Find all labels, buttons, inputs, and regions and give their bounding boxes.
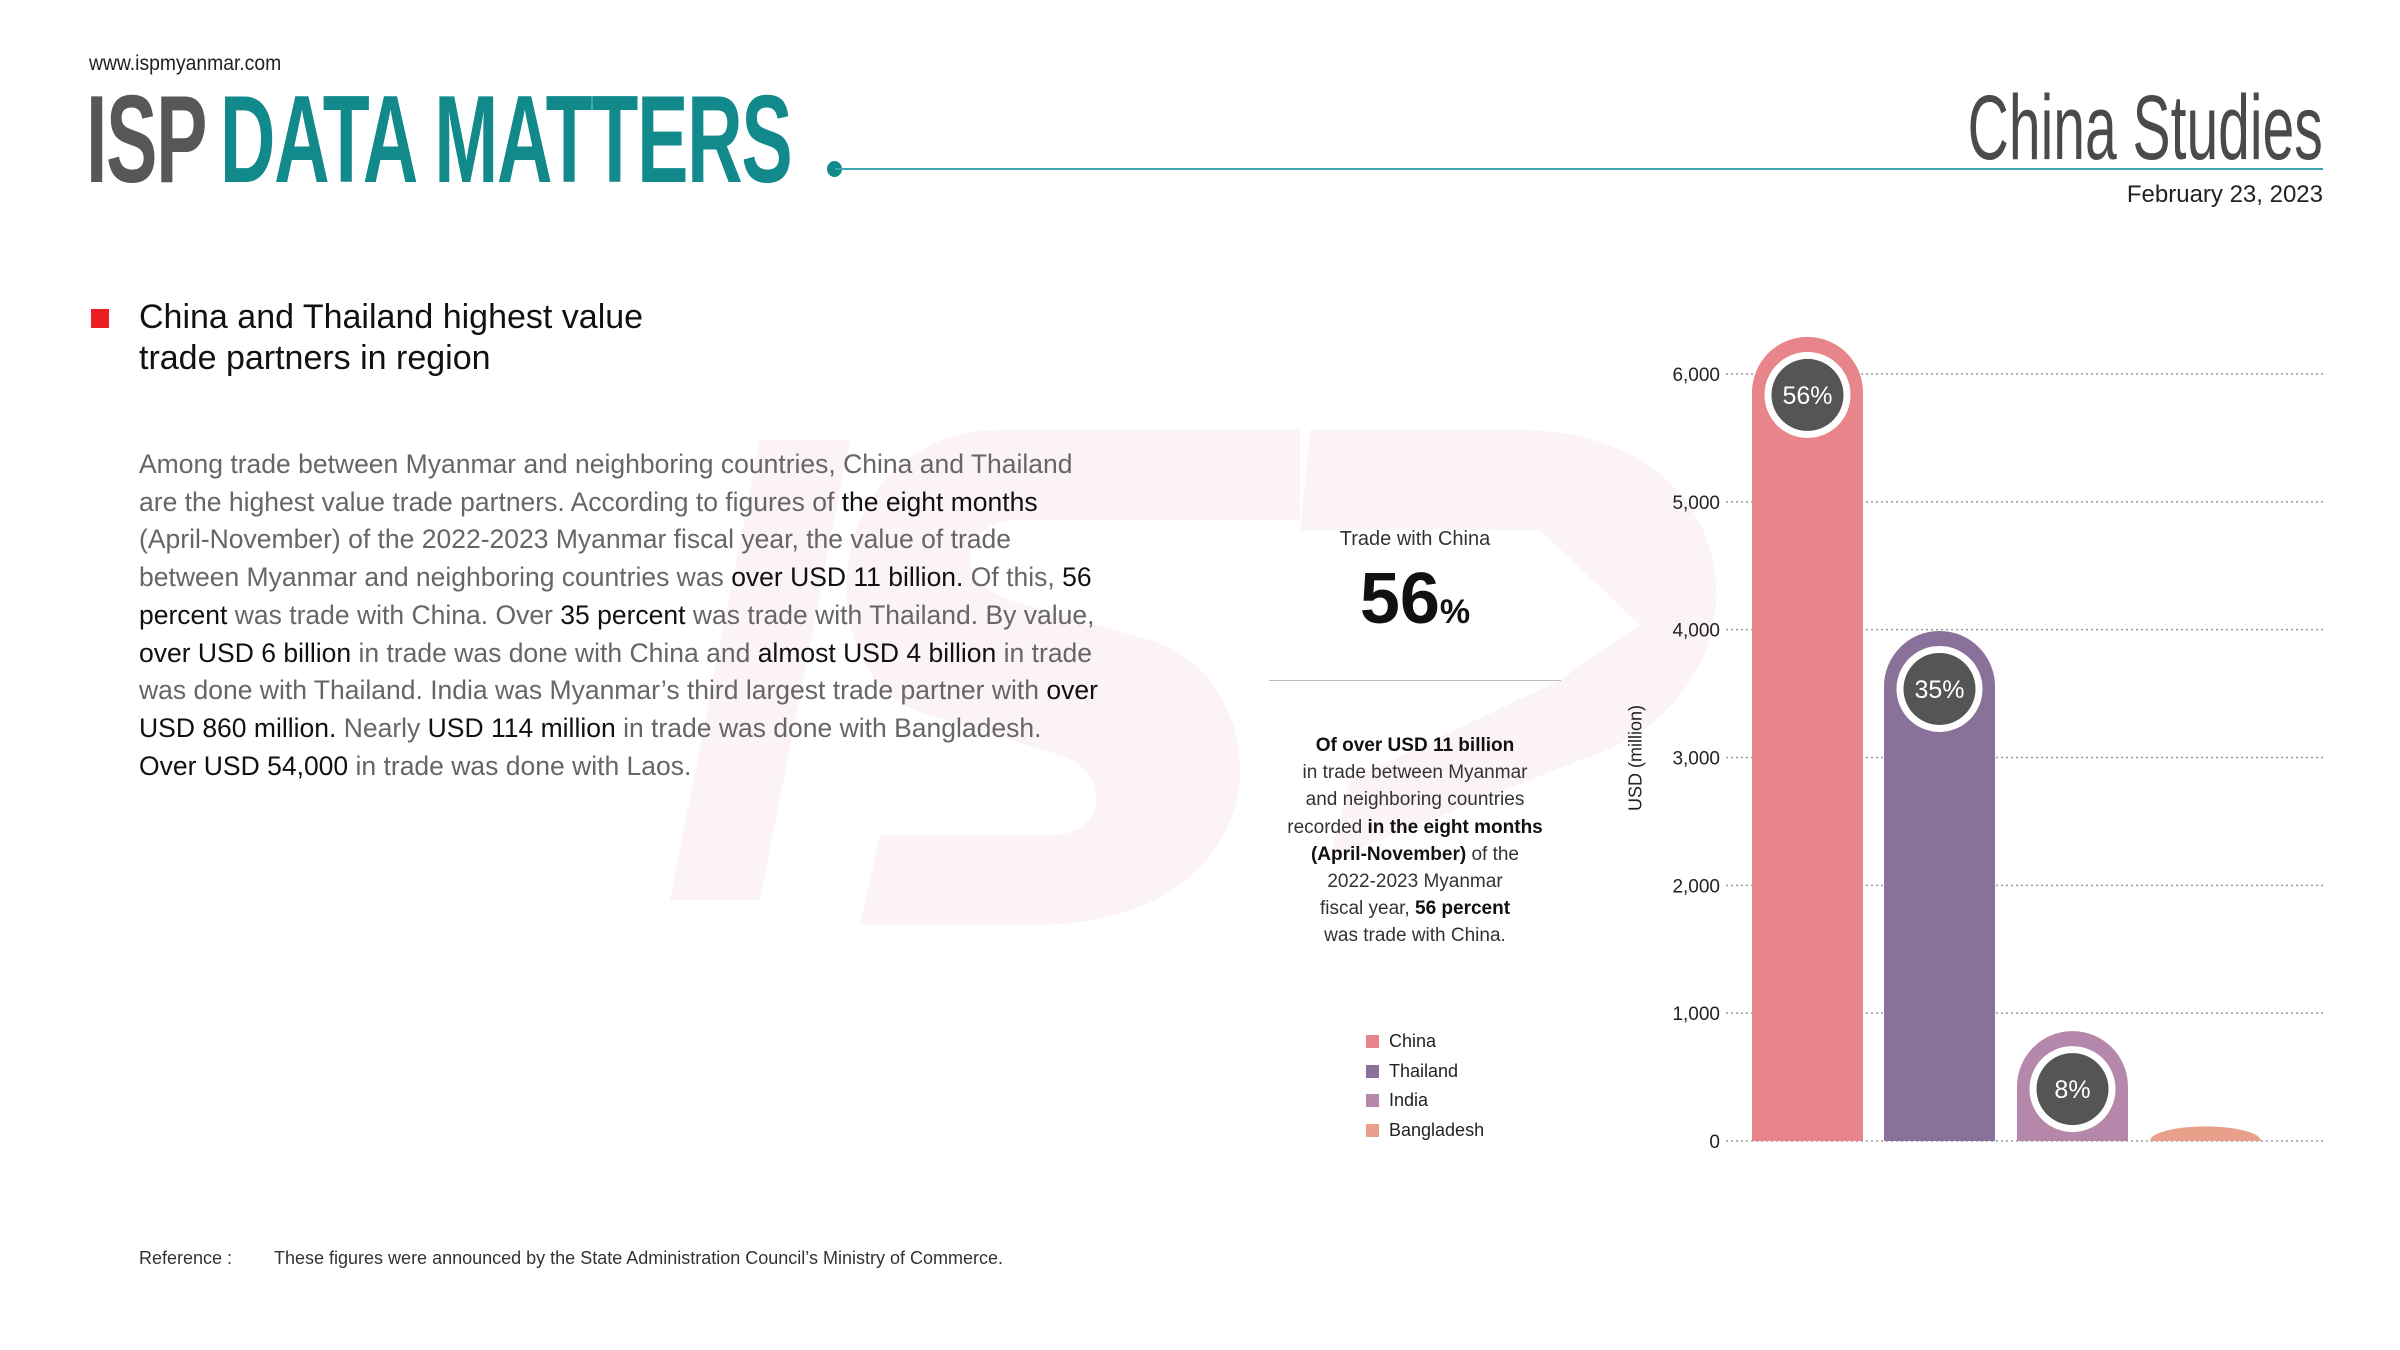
emphasis-text: over USD 860 million. [139, 675, 1098, 743]
share-badge [1903, 652, 1976, 725]
body-text: of the [1466, 843, 1519, 865]
share-label: 35% [1914, 676, 1964, 704]
body-text: in trade was done with Thailand. India w… [139, 637, 1093, 706]
body-text: was trade with China. Over [227, 599, 561, 630]
body-text: Nearly [336, 712, 428, 743]
legend-item: Bangladesh [1366, 1120, 1484, 1141]
legend-swatch [1366, 1094, 1379, 1107]
body-text: recorded [1287, 816, 1368, 838]
emphasis-text: USD 114 million [427, 712, 616, 743]
legend-swatch [1366, 1035, 1379, 1048]
legend-label: China [1389, 1031, 1437, 1051]
emphasis-text: over USD 11 billion. [731, 562, 964, 593]
bar-thailand [1884, 630, 1995, 1141]
legend-item: Thailand [1366, 1061, 1458, 1082]
emphasis-text: almost USD 4 billion [757, 637, 997, 668]
logo-isp: ISP [86, 71, 207, 209]
share-label: 56% [1782, 382, 1832, 410]
body-text: in trade was done with Bangladesh. [615, 712, 1042, 743]
legend-label: India [1389, 1090, 1429, 1110]
emphasis-text: (April-November) [1310, 843, 1467, 865]
body-text: Of this, [963, 562, 1063, 593]
legend-item: India [1366, 1090, 1428, 1111]
body-text: in trade was done with China and [351, 637, 758, 668]
y-tick-label: 0 [1709, 1132, 1720, 1153]
body-text: 2022-2023 Myanmar [1327, 871, 1503, 893]
emphasis-text: in the eight months [1367, 816, 1543, 838]
publish-date: February 23, 2023 [2126, 181, 2323, 208]
panel-divider [1269, 680, 1561, 681]
reference-text: These figures were announced by the Stat… [274, 1248, 1004, 1268]
body-text: was trade with Thailand. By value, [685, 599, 1095, 630]
y-tick-label: 1,000 [1672, 1004, 1720, 1025]
panel-caption: Trade with China [1339, 528, 1491, 550]
body-text: in trade was done with Laos. [348, 750, 692, 781]
panel-text: Of over USD 11 billion in trade between M… [1255, 732, 1575, 950]
share-badge [2036, 1053, 2109, 1126]
y-tick-label: 5,000 [1672, 493, 1720, 514]
body-text: and neighboring countries [1305, 789, 1525, 811]
legend-swatch [1366, 1064, 1379, 1078]
body-text: Among trade between Myanmar and neighbor… [139, 449, 1073, 517]
heading-line: China and Thailand highest value [139, 298, 644, 336]
series-title: China Studies [1967, 77, 2323, 179]
china-share-panel: Trade with China 56% [1255, 528, 1575, 635]
bar-china [1752, 336, 1863, 1141]
article-heading: China and Thailand highest value trade p… [139, 297, 839, 379]
y-tick-label: 4,000 [1672, 621, 1720, 642]
legend-label: Bangladesh [1389, 1119, 1485, 1140]
legend-label: Thailand [1389, 1060, 1459, 1081]
logo-title: DATA MATTERS [219, 71, 793, 209]
y-tick-label: 6,000 [1672, 365, 1720, 386]
heading-line: trade partners in region [139, 339, 491, 377]
emphasis-text: Of over USD 11 billion [1315, 735, 1515, 756]
big-unit: % [1439, 593, 1471, 631]
logo: ISP DATA MATTERS [86, 78, 793, 202]
share-badge [1771, 358, 1844, 431]
header-rule-dot [827, 161, 842, 177]
body-text: fiscal year, [1319, 898, 1415, 920]
emphasis-text: Over USD 54,000 [139, 750, 349, 781]
panel-big-value: 56% [1255, 563, 1575, 635]
body-text: was trade with China. [1324, 925, 1506, 947]
emphasis-text: 56 percent [139, 562, 1092, 630]
header-rule [835, 168, 2323, 170]
legend-swatch [1366, 1123, 1379, 1137]
emphasis-text: over USD 6 billion [139, 637, 352, 668]
body-text: (April-November) of the 2022-2023 Myanma… [139, 524, 1011, 593]
emphasis-text: 56 percent [1415, 898, 1511, 920]
body-text: in trade between Myanmar [1302, 762, 1528, 784]
legend-item: China [1366, 1031, 1436, 1052]
heading-bullet-icon [91, 309, 109, 328]
emphasis-text: the eight months [841, 486, 1038, 517]
share-label: 8% [2054, 1076, 2090, 1104]
y-tick-label: 3,000 [1672, 749, 1720, 770]
big-number: 56 [1359, 559, 1440, 639]
reference-label: Reference : [139, 1248, 233, 1268]
bar-bangladesh [2150, 1126, 2261, 1141]
emphasis-text: 35 percent [560, 599, 686, 630]
y-tick-label: 2,000 [1672, 876, 1720, 897]
article-body: Among trade between Myanmar and neighbor… [139, 446, 1099, 785]
site-url[interactable]: www.ispmyanmar.com [89, 52, 282, 75]
